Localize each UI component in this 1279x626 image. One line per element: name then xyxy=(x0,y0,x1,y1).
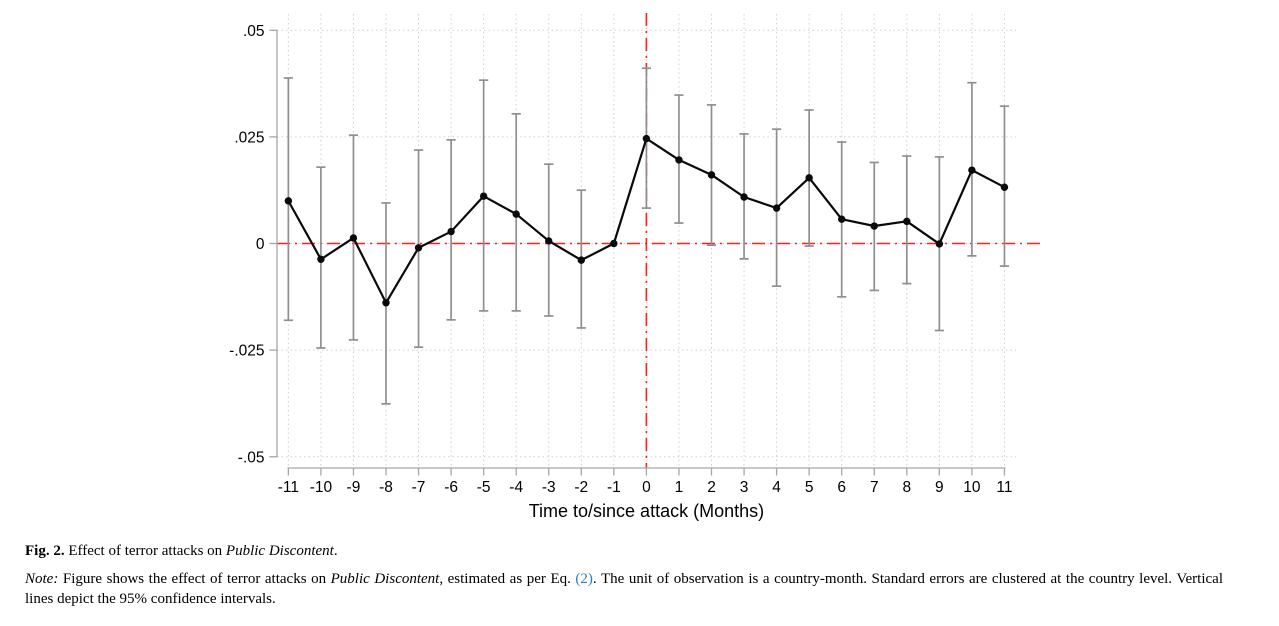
figure-caption-title: Fig. 2. Effect of terror attacks on Publ… xyxy=(25,541,1223,562)
y-tick-label: .025 xyxy=(234,129,264,146)
figure-note: Note: Figure shows the effect of terror … xyxy=(25,569,1223,610)
x-tick-label: 4 xyxy=(772,479,781,496)
x-tick-label: -2 xyxy=(574,479,588,496)
data-point-marker xyxy=(772,204,781,212)
note-text-3: . The unit of observation is a country-m… xyxy=(25,570,1223,608)
data-point-marker xyxy=(577,256,585,264)
data-point-marker xyxy=(805,174,813,182)
data-point-marker xyxy=(479,192,488,200)
data-point-marker xyxy=(707,171,716,179)
data-point-marker xyxy=(1000,183,1009,191)
figure-caption: Fig. 2. Effect of terror attacks on Publ… xyxy=(25,541,1223,610)
x-tick-label: 6 xyxy=(837,479,846,496)
data-point-marker xyxy=(740,193,748,201)
data-point-marker xyxy=(447,227,455,236)
note-label: Note: xyxy=(25,570,59,587)
y-tick-label: -.025 xyxy=(229,343,264,360)
x-axis-title: Time to/since attack (Months) xyxy=(529,501,764,521)
coefficient-series xyxy=(284,134,1009,307)
x-tick-label: 9 xyxy=(935,479,944,496)
note-text-1: Figure shows the effect of terror attack… xyxy=(58,570,331,587)
figure-2-chart-area: -.05 -.025 0.025.05 -11 -10 -9 -8 -7 -6 -5 -4 -3 -2-… xyxy=(229,13,1040,521)
data-point-marker xyxy=(968,166,976,174)
x-tick-label: -11 xyxy=(278,479,299,496)
note-text-2: , estimated as per Eq. xyxy=(439,570,576,587)
data-point-marker xyxy=(349,234,358,242)
data-point-marker xyxy=(642,134,651,143)
x-tick-label: -9 xyxy=(347,479,361,496)
y-tick-label: -.05 xyxy=(238,449,265,466)
x-tick-label: -10 xyxy=(310,479,333,496)
figure-number-label: Fig. 2. xyxy=(25,543,65,559)
x-tick-label: 3 xyxy=(740,479,749,496)
x-tick-label: -7 xyxy=(412,479,426,496)
x-tick-label: 8 xyxy=(902,479,911,496)
note-variable: Public Discontent xyxy=(330,570,440,587)
data-point-marker xyxy=(414,244,423,252)
x-tick-label: -1 xyxy=(607,479,621,496)
x-tick-label: 0 xyxy=(642,479,651,496)
x-tick-label: 11 xyxy=(996,479,1012,496)
y-tick-label: 0 xyxy=(256,236,265,253)
figure-title-variable: Public Discontent xyxy=(225,543,334,559)
reference-lines xyxy=(277,13,1040,468)
data-point-marker xyxy=(317,255,325,263)
y-tick-label: .05 xyxy=(243,23,265,40)
x-tick-label: -4 xyxy=(509,479,523,496)
data-point-marker xyxy=(610,239,618,248)
equation-2-link[interactable]: (2) xyxy=(575,570,593,587)
figure-title-period: . xyxy=(333,543,338,559)
x-tick-label: 7 xyxy=(870,479,879,496)
data-point-marker xyxy=(838,215,846,223)
data-point-marker xyxy=(382,299,390,307)
x-tick-label: -3 xyxy=(542,479,556,496)
data-point-marker xyxy=(545,237,553,245)
data-point-marker xyxy=(675,156,683,164)
data-point-marker xyxy=(870,222,878,230)
data-point-marker xyxy=(903,217,911,226)
x-tick-label: 5 xyxy=(805,479,814,496)
data-point-marker xyxy=(512,210,520,218)
data-point-marker xyxy=(935,240,944,248)
x-tick-label: 1 xyxy=(675,479,684,496)
x-tick-label: -8 xyxy=(379,479,393,496)
x-tick-label: -6 xyxy=(444,479,458,496)
data-point-marker xyxy=(284,197,293,205)
x-tick-label: -5 xyxy=(477,479,491,496)
x-tick-label: 2 xyxy=(707,479,716,496)
confidence-interval-bars xyxy=(283,67,1010,405)
figure-title-text: Effect of terror attacks on xyxy=(64,543,226,559)
x-tick-label: 10 xyxy=(963,479,981,496)
